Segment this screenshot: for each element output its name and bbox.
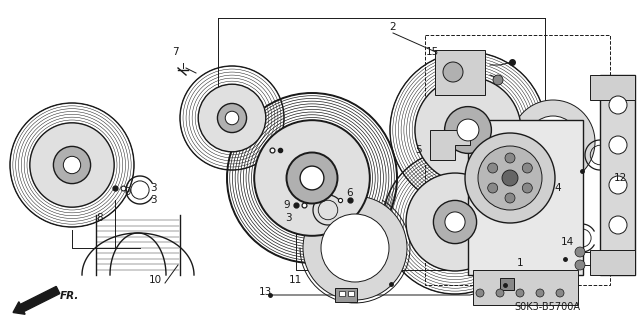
Text: 12: 12 bbox=[613, 173, 627, 183]
Bar bbox=[335, 288, 357, 302]
Circle shape bbox=[522, 163, 532, 173]
Bar bbox=[425, 35, 610, 285]
Circle shape bbox=[522, 183, 532, 193]
Circle shape bbox=[516, 289, 524, 297]
Circle shape bbox=[556, 289, 564, 297]
Text: 15: 15 bbox=[426, 47, 438, 57]
Circle shape bbox=[321, 214, 389, 282]
Circle shape bbox=[575, 260, 585, 270]
Circle shape bbox=[527, 116, 579, 168]
Text: 3: 3 bbox=[150, 183, 156, 193]
Circle shape bbox=[63, 156, 81, 174]
Text: 9: 9 bbox=[125, 187, 131, 197]
Bar bbox=[590, 250, 635, 275]
Text: 9: 9 bbox=[284, 200, 291, 210]
Circle shape bbox=[478, 146, 542, 210]
Circle shape bbox=[476, 289, 484, 297]
Text: 4: 4 bbox=[555, 183, 561, 193]
Bar bbox=[590, 75, 635, 100]
Text: S0K3-B5700A: S0K3-B5700A bbox=[514, 302, 580, 312]
Circle shape bbox=[511, 100, 595, 184]
Bar bbox=[473, 270, 578, 305]
Circle shape bbox=[609, 216, 627, 234]
Circle shape bbox=[303, 196, 407, 300]
Circle shape bbox=[488, 183, 498, 193]
Circle shape bbox=[575, 247, 585, 257]
Circle shape bbox=[218, 103, 246, 133]
Circle shape bbox=[287, 152, 337, 204]
Bar bbox=[500, 278, 514, 290]
Circle shape bbox=[445, 107, 492, 153]
Circle shape bbox=[30, 123, 114, 207]
Circle shape bbox=[465, 133, 555, 223]
Text: 11: 11 bbox=[289, 275, 301, 285]
Text: 1: 1 bbox=[516, 258, 524, 268]
Circle shape bbox=[496, 289, 504, 297]
Bar bbox=[339, 291, 345, 296]
Circle shape bbox=[609, 176, 627, 194]
Bar bbox=[348, 291, 354, 296]
Text: 5: 5 bbox=[415, 145, 421, 155]
Text: 13: 13 bbox=[259, 287, 271, 297]
Circle shape bbox=[505, 153, 515, 163]
Circle shape bbox=[225, 111, 239, 125]
Circle shape bbox=[505, 193, 515, 203]
Circle shape bbox=[445, 212, 465, 232]
Circle shape bbox=[433, 200, 477, 244]
Circle shape bbox=[254, 120, 370, 236]
Circle shape bbox=[500, 194, 576, 270]
FancyArrow shape bbox=[13, 286, 60, 314]
Text: 6: 6 bbox=[347, 188, 353, 198]
Circle shape bbox=[609, 136, 627, 154]
Bar bbox=[435, 50, 485, 95]
Circle shape bbox=[415, 77, 521, 183]
Circle shape bbox=[609, 96, 627, 114]
Circle shape bbox=[502, 170, 518, 186]
Bar bbox=[468, 120, 583, 275]
Text: 3: 3 bbox=[150, 195, 156, 205]
Text: 3: 3 bbox=[285, 213, 291, 223]
Circle shape bbox=[300, 166, 324, 190]
Circle shape bbox=[53, 146, 91, 184]
Text: 7: 7 bbox=[172, 47, 179, 57]
Circle shape bbox=[493, 75, 503, 85]
Circle shape bbox=[488, 163, 498, 173]
Circle shape bbox=[536, 289, 544, 297]
Circle shape bbox=[514, 208, 562, 256]
Text: 2: 2 bbox=[390, 22, 396, 32]
Bar bbox=[600, 75, 635, 275]
Circle shape bbox=[443, 62, 463, 82]
Circle shape bbox=[457, 119, 479, 141]
Text: FR.: FR. bbox=[60, 291, 79, 301]
Text: 10: 10 bbox=[148, 275, 161, 285]
Polygon shape bbox=[430, 130, 470, 160]
Circle shape bbox=[406, 173, 504, 271]
Text: 14: 14 bbox=[561, 237, 573, 247]
Circle shape bbox=[198, 84, 266, 152]
Text: 8: 8 bbox=[97, 213, 103, 223]
